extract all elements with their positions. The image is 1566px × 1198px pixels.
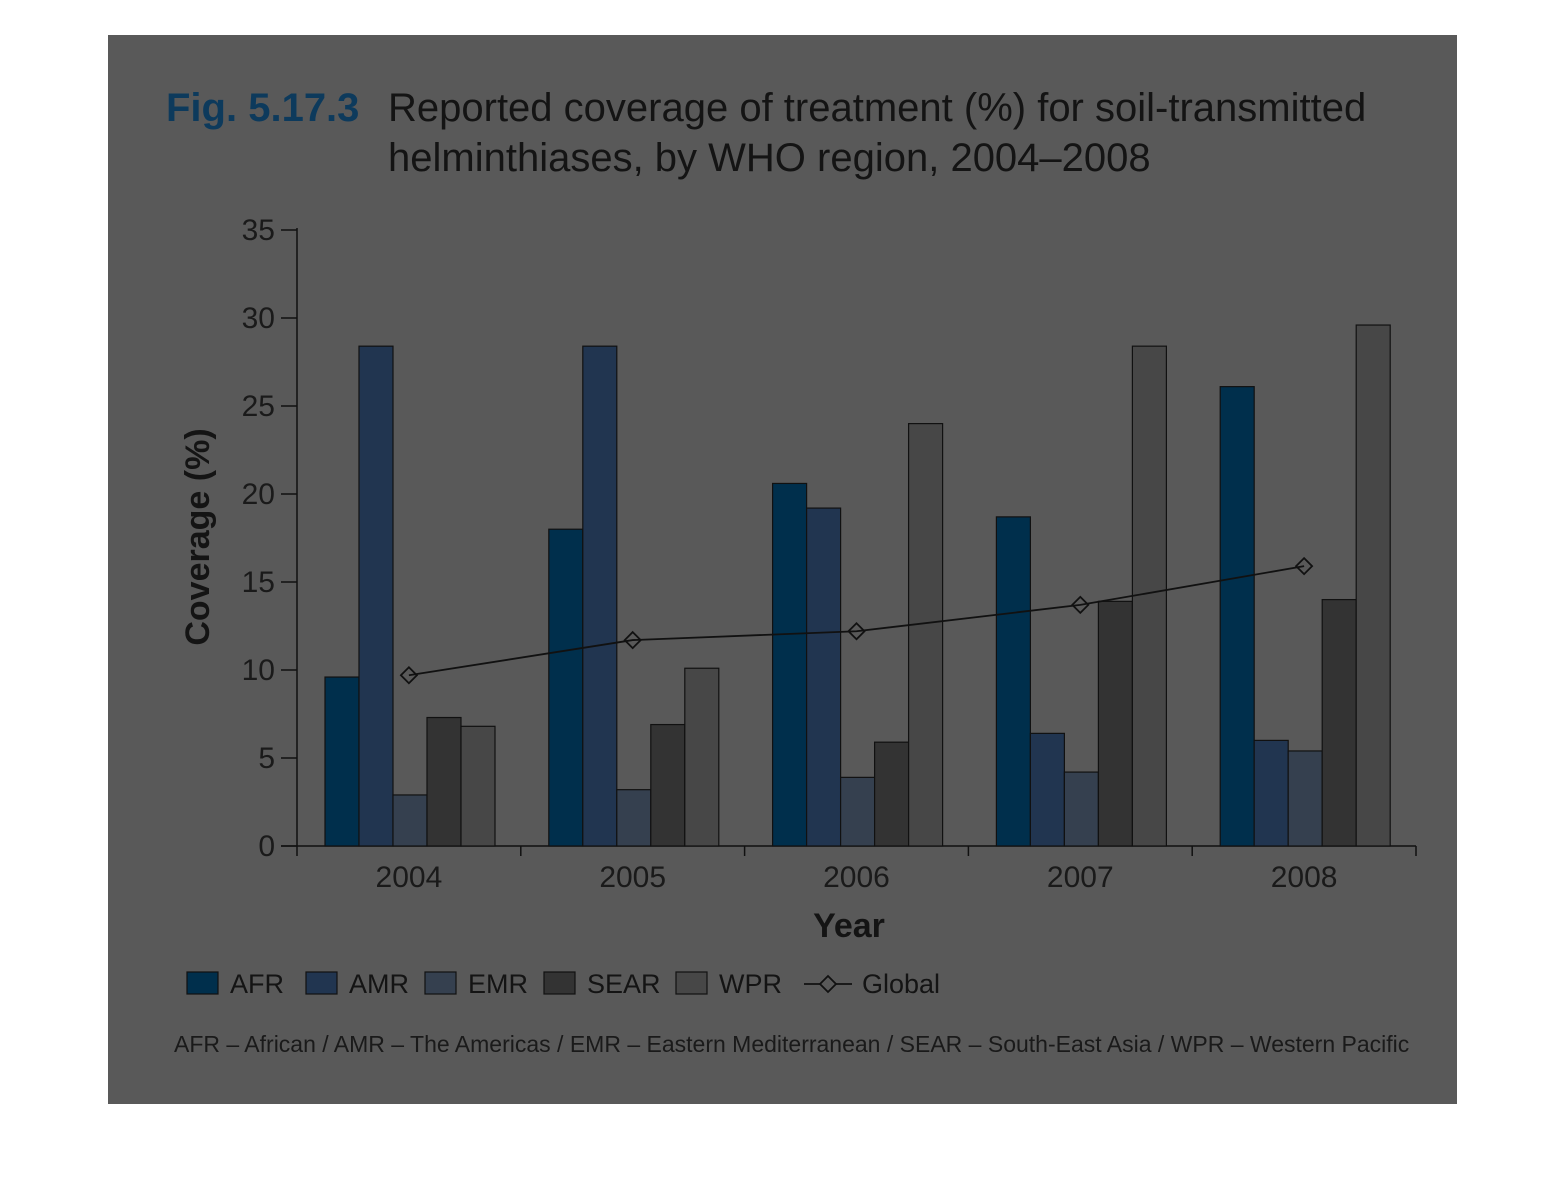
x-tick-label: 2005 bbox=[599, 861, 666, 894]
bar-wpr-2006 bbox=[907, 423, 944, 847]
y-tick-label: 10 bbox=[242, 654, 275, 687]
global-line bbox=[408, 565, 1305, 677]
y-tick-label: 20 bbox=[242, 478, 275, 511]
legend-swatch-wpr bbox=[675, 971, 708, 995]
bar-emr-2006 bbox=[839, 776, 876, 847]
bar-sear-2007 bbox=[1097, 600, 1134, 847]
bar-amr-2008 bbox=[1253, 739, 1289, 847]
legend-swatch-emr bbox=[424, 971, 457, 995]
bar-wpr-2005 bbox=[684, 667, 720, 847]
bar-afr-2004 bbox=[324, 676, 360, 847]
legend-swatch-afr bbox=[186, 971, 219, 995]
bar-afr-2007 bbox=[995, 516, 1032, 847]
x-tick-label: 2007 bbox=[1047, 861, 1114, 894]
legend-label-amr: AMR bbox=[349, 969, 409, 999]
bar-sear-2004 bbox=[426, 716, 462, 847]
bar-wpr-2007 bbox=[1131, 345, 1168, 847]
legend-label-wpr: WPR bbox=[719, 969, 782, 999]
global-marker-2007 bbox=[1071, 595, 1090, 615]
bar-emr-2004 bbox=[392, 794, 428, 847]
bar-wpr-2004 bbox=[460, 725, 496, 847]
bar-afr-2005 bbox=[548, 528, 584, 847]
legend-label-afr: AFR bbox=[230, 969, 284, 999]
bar-amr-2007 bbox=[1029, 732, 1066, 847]
bar-emr-2005 bbox=[616, 789, 652, 847]
global-marker-2006 bbox=[847, 622, 866, 641]
bar-afr-2006 bbox=[771, 482, 808, 847]
legend-swatch-global-marker bbox=[818, 974, 838, 994]
global-marker-2005 bbox=[623, 630, 642, 650]
legend-swatch-sear bbox=[543, 971, 576, 995]
bar-sear-2005 bbox=[650, 723, 686, 847]
footnote: AFR – African / AMR – The Americas / EMR… bbox=[174, 1031, 1409, 1057]
x-tick-label: 2004 bbox=[376, 861, 443, 894]
bar-sear-2006 bbox=[873, 741, 910, 847]
plot-area: 0 5 10 15 20 25 30 35 2004 2005 2006 2007 2008 bbox=[242, 214, 1417, 894]
global-marker-2008 bbox=[1294, 556, 1314, 576]
bar-amr-2004 bbox=[358, 345, 394, 847]
x-tick-label: 2006 bbox=[823, 861, 890, 894]
y-tick-label: 0 bbox=[258, 830, 275, 863]
figure-title-line2: helminthiases, by WHO region, 2004–2008 bbox=[388, 136, 1151, 180]
legend-label-emr: EMR bbox=[468, 969, 528, 999]
bar-sear-2008 bbox=[1321, 598, 1357, 847]
y-tick-label: 15 bbox=[242, 566, 275, 599]
x-tick-label: 2008 bbox=[1271, 861, 1338, 894]
global-marker-2004 bbox=[399, 666, 419, 685]
figure-number: Fig. 5.17.3 bbox=[166, 86, 359, 130]
y-axis-title: Coverage (%) bbox=[179, 428, 217, 645]
bar-afr-2008 bbox=[1219, 386, 1255, 847]
x-axis-title: Year bbox=[813, 907, 885, 945]
bar-emr-2007 bbox=[1063, 771, 1100, 847]
legend: AFR AMR EMR SEAR WPR Global bbox=[186, 969, 940, 999]
bar-amr-2005 bbox=[582, 345, 618, 847]
legend-swatch-amr bbox=[305, 971, 338, 995]
bar-amr-2006 bbox=[805, 507, 842, 847]
bar-emr-2008 bbox=[1287, 750, 1323, 847]
y-tick-label: 5 bbox=[258, 742, 275, 775]
y-tick-label: 30 bbox=[242, 302, 275, 335]
bar-wpr-2008 bbox=[1355, 324, 1391, 847]
legend-label-sear: SEAR bbox=[587, 969, 661, 999]
y-tick-label: 25 bbox=[242, 390, 275, 423]
y-tick-label: 35 bbox=[242, 214, 275, 247]
figure-title-line1: Reported coverage of treatment (%) for s… bbox=[388, 86, 1366, 130]
legend-label-global: Global bbox=[862, 969, 940, 999]
